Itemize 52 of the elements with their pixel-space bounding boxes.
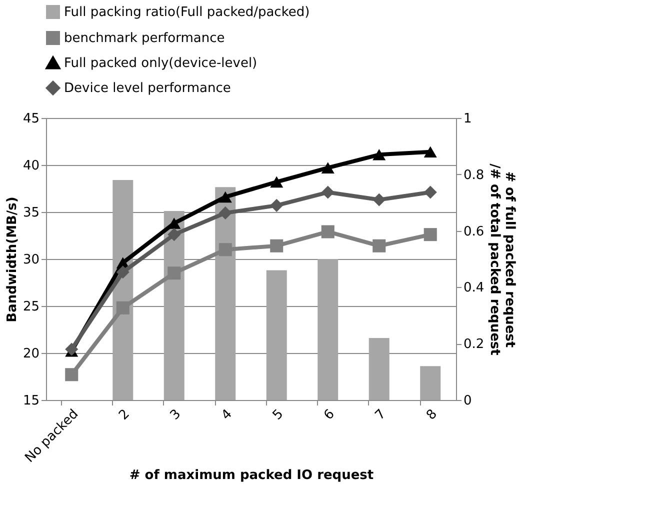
y-tick-label: 45 — [22, 112, 40, 126]
y2-tick-label: 0.6 — [464, 224, 484, 240]
y-tick-label: 25 — [22, 300, 40, 314]
point — [116, 301, 130, 314]
point — [218, 206, 232, 220]
legend-label: benchmark performance — [64, 31, 225, 46]
y-tick-label: 35 — [22, 206, 40, 220]
point — [321, 186, 334, 199]
y-tick-label: 15 — [22, 394, 40, 408]
x-tick-label: 7 — [372, 406, 390, 424]
x-tick-label: 3 — [168, 406, 184, 424]
point — [116, 266, 130, 279]
legend-label: Full packed only(device-level) — [64, 56, 258, 71]
y2-tick-label: 0 — [464, 394, 472, 408]
bar — [266, 270, 287, 400]
point — [270, 198, 284, 212]
y-tick-label: 30 — [22, 252, 40, 268]
point — [372, 193, 386, 206]
bar — [368, 338, 390, 400]
legend-label: Full packing ratio(Full packed/packed) — [64, 5, 310, 20]
point — [168, 266, 181, 280]
point — [270, 176, 284, 188]
point — [65, 368, 78, 382]
y-axis-title: Bandwidth(MB/s) — [4, 196, 20, 322]
point — [321, 162, 334, 174]
y-tick-label: 40 — [22, 158, 40, 174]
y2-tick-label: 0.2 — [464, 337, 484, 352]
point — [424, 228, 437, 242]
point — [372, 149, 386, 160]
bar — [420, 366, 441, 400]
x-tick-label: 2 — [116, 406, 133, 424]
y2-axis-title: # of full packed request /# of total packed request — [487, 164, 518, 356]
point — [424, 186, 437, 199]
point — [321, 225, 334, 238]
legend-label: Device level performance — [64, 81, 231, 96]
y-tick-label: 20 — [22, 346, 40, 362]
y2-tick-label: 0.8 — [464, 168, 484, 183]
y2-tick-label: 1 — [464, 112, 472, 126]
x-tick-label: 4 — [218, 406, 236, 424]
point — [65, 342, 78, 356]
point — [372, 239, 386, 252]
bar — [318, 259, 338, 400]
x-axis-title: # of maximum packed IO request — [129, 468, 374, 484]
point — [218, 243, 232, 256]
x-tick-label: 5 — [270, 406, 287, 424]
y2-tick-label: 0.4 — [464, 280, 484, 296]
point — [168, 228, 181, 242]
x-tick-label: 8 — [424, 406, 440, 424]
point — [270, 239, 284, 252]
x-tick-label: 6 — [321, 406, 338, 424]
point — [424, 146, 437, 158]
point — [218, 191, 232, 203]
